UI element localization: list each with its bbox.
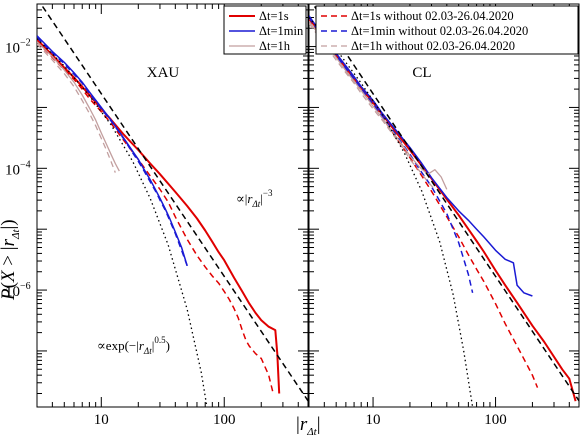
legend-label: Δt=1min xyxy=(259,24,304,38)
x-tick-label: 100 xyxy=(213,412,236,428)
y-tick-label: 10−6 xyxy=(5,281,31,300)
power-law-var: r xyxy=(247,191,253,206)
power-law-suffix: | xyxy=(260,191,263,206)
plot-frame xyxy=(308,3,580,408)
power-law-sub: Δt xyxy=(251,199,260,209)
stretched-exp-prefix: ∝exp(−| xyxy=(97,338,139,353)
stretched-exp-var: r xyxy=(139,338,145,353)
series-line-4 xyxy=(37,41,120,172)
legend-label: Δt=1s without 02.03-26.04.2020 xyxy=(351,9,514,23)
y-axis-close: |) xyxy=(0,219,19,229)
series-line-3 xyxy=(37,37,188,267)
panel-label: CL xyxy=(412,65,431,81)
x-tick-label: 100 xyxy=(484,412,507,428)
legend-label: Δt=1min without 02.03-26.04.2020 xyxy=(351,24,528,38)
legend-label: Δt=1h without 02.03-26.04.2020 xyxy=(351,39,515,53)
legend-label: Δt=1h xyxy=(259,39,291,53)
panel-label: XAU xyxy=(147,65,180,81)
power-law-exp: −3 xyxy=(263,188,273,198)
x-axis-bar-open: | xyxy=(296,414,300,435)
y-axis-gt: > | xyxy=(0,246,19,270)
series-line-6 xyxy=(40,4,308,402)
stretched-exp-exp: 0.5 xyxy=(154,335,166,345)
series-group xyxy=(37,4,308,407)
x-tick-label: 10 xyxy=(366,412,381,428)
y-axis-x: X xyxy=(0,269,19,283)
y-axis-title: P(X > |rΔt|) xyxy=(0,219,22,301)
series-line-6 xyxy=(311,4,579,402)
series-line-5 xyxy=(309,23,436,190)
series-line-5 xyxy=(37,43,116,173)
series-line-7 xyxy=(37,38,208,407)
series-line-7 xyxy=(309,17,474,407)
power-law-annotation: ∝|rΔt|−3 xyxy=(236,188,273,209)
series-line-2 xyxy=(309,15,533,297)
y-axis-func: P xyxy=(0,288,19,301)
x-axis-sub: Δt xyxy=(306,426,317,438)
stretched-exp-suffix: | xyxy=(152,338,155,353)
series-line-0 xyxy=(37,38,281,394)
y-axis-open: ( xyxy=(0,282,19,288)
legend-box xyxy=(315,5,579,55)
stretched-exp-close: ) xyxy=(166,338,170,353)
x-tick-label: 10 xyxy=(94,412,109,428)
series-line-3 xyxy=(309,17,474,293)
power-law-prefix: ∝| xyxy=(236,191,247,206)
stretched-exp-annotation: ∝exp(−|rΔt|0.5) xyxy=(97,335,170,356)
x-axis-title: |rΔt| xyxy=(296,414,321,438)
y-axis-sub: Δt xyxy=(10,229,22,240)
x-axis-bar-close: | xyxy=(317,414,321,435)
stretched-exp-sub: Δt xyxy=(143,346,152,356)
x-axis-r: r xyxy=(300,414,308,435)
y-tick-label: 10−2 xyxy=(5,38,31,57)
series-group xyxy=(309,4,579,407)
y-axis-r: r xyxy=(0,238,19,246)
legend-box xyxy=(223,5,307,55)
series-line-1 xyxy=(37,41,274,394)
legend-label: Δt=1s xyxy=(259,9,289,23)
series-line-0 xyxy=(309,16,577,402)
y-tick-label: 10−4 xyxy=(5,159,31,178)
plot-frame xyxy=(36,3,309,408)
